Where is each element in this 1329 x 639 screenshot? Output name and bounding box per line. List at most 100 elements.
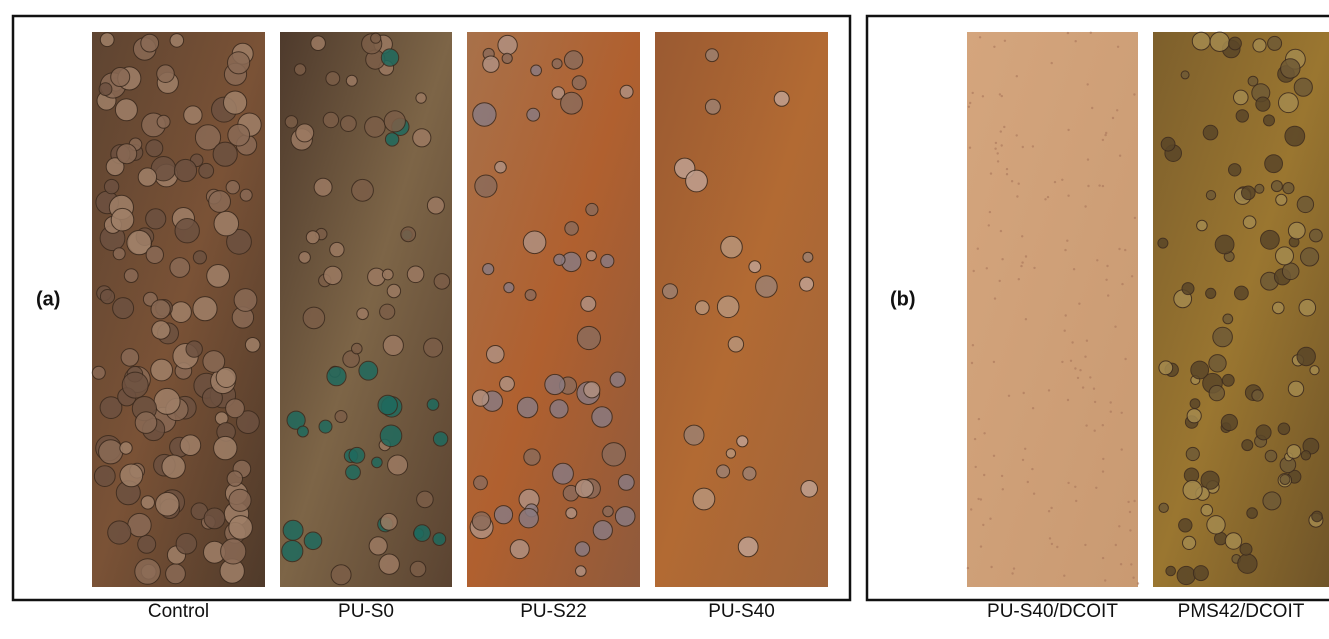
fouling-organism: [663, 284, 678, 299]
fouling-organism: [1263, 492, 1281, 510]
fouling-organism: [193, 297, 217, 321]
surface-speck: [1024, 448, 1026, 450]
surface-speck: [983, 474, 985, 476]
fouling-organism: [414, 525, 431, 542]
fouling-organism: [498, 35, 517, 54]
fouling-organism: [92, 366, 105, 379]
fouling-organism: [108, 521, 131, 544]
fouling-organism: [122, 372, 148, 398]
fouling-organism: [357, 308, 369, 320]
fouling-organism: [553, 463, 574, 484]
fouling-organism: [1186, 447, 1199, 460]
sample-label: PU-S40/DCOIT: [987, 601, 1118, 622]
fouling-organism: [346, 465, 361, 480]
surface-speck: [1121, 283, 1123, 285]
surface-speck: [980, 545, 982, 547]
surface-speck: [1025, 255, 1027, 257]
fouling-organism: [100, 33, 114, 47]
surface-speck: [982, 524, 984, 526]
fouling-organism: [99, 83, 112, 96]
fouling-organism: [416, 93, 426, 103]
fouling-organism: [1297, 196, 1313, 212]
fouling-organism: [1206, 191, 1215, 200]
surface-speck: [1032, 407, 1034, 409]
surface-speck: [1106, 265, 1108, 267]
fouling-organism: [1193, 566, 1208, 581]
fouling-organism: [561, 92, 583, 114]
surface-speck: [1084, 356, 1086, 358]
fouling-organism: [618, 475, 634, 491]
surface-speck: [1121, 412, 1123, 414]
surface-speck: [1129, 511, 1131, 513]
fouling-organism: [184, 106, 202, 124]
surface-speck: [979, 36, 981, 38]
fouling-organism: [138, 168, 156, 186]
surface-speck: [1018, 278, 1020, 280]
surface-speck: [1132, 577, 1134, 579]
fouling-organism: [1301, 451, 1310, 460]
fouling-organism: [115, 99, 137, 121]
fouling-organism: [527, 108, 540, 121]
surface-speck: [1090, 32, 1092, 34]
fouling-organism: [427, 197, 444, 214]
surface-speck: [1084, 205, 1086, 207]
surface-speck: [973, 270, 975, 272]
fouling-organism: [120, 464, 143, 487]
fouling-organism: [584, 382, 600, 398]
photos: [92, 32, 1329, 587]
surface-speck: [1124, 358, 1126, 360]
surface-speck: [1094, 430, 1096, 432]
surface-speck: [1121, 448, 1123, 450]
fouling-organism: [121, 349, 139, 367]
surface-speck: [1023, 392, 1025, 394]
surface-speck: [1066, 240, 1068, 242]
surface-speck: [1022, 146, 1024, 148]
fouling-organism: [213, 142, 237, 166]
fouling-organism: [531, 65, 542, 76]
fouling-organism: [525, 290, 536, 301]
fouling-organism: [1247, 508, 1258, 519]
fouling-organism: [610, 372, 625, 387]
surface-speck: [1107, 294, 1109, 296]
fouling-organism: [324, 266, 342, 284]
fouling-organism: [199, 163, 214, 178]
surface-speck: [1063, 575, 1065, 577]
fouling-organism: [381, 49, 398, 66]
fouling-organism: [120, 442, 132, 454]
surface-speck: [999, 93, 1001, 95]
fouling-organism: [294, 64, 305, 75]
fouling-organism: [156, 492, 180, 516]
surface-speck: [1087, 185, 1089, 187]
photo-surface: [967, 32, 1138, 587]
surface-speck: [1074, 367, 1076, 369]
fouling-organism: [171, 302, 192, 323]
surface-speck: [1021, 261, 1023, 263]
surface-speck: [1133, 93, 1135, 95]
fouling-organism: [576, 566, 587, 577]
sample-label: Control: [148, 601, 209, 622]
fouling-organism: [801, 481, 818, 498]
fouling-organism: [1288, 222, 1305, 239]
surface-speck: [1021, 235, 1023, 237]
fouling-organism: [686, 170, 708, 192]
fouling-organism: [1235, 286, 1249, 300]
fouling-organism: [1248, 76, 1258, 86]
surface-speck: [994, 297, 996, 299]
fouling-organism: [427, 399, 439, 411]
surface-speck: [1050, 507, 1052, 509]
fouling-organism: [384, 111, 405, 132]
fouling-organism: [186, 341, 202, 357]
fouling-organism: [193, 251, 206, 264]
fouling-organism: [1310, 229, 1323, 242]
surface-speck: [1013, 567, 1015, 569]
fouling-organism: [331, 565, 351, 585]
surface-speck: [1070, 360, 1072, 362]
surface-speck: [1105, 132, 1107, 134]
fouling-organism: [510, 540, 529, 559]
surface-speck: [974, 438, 976, 440]
surface-speck: [975, 466, 977, 468]
sample-label: PU-S22: [520, 601, 587, 622]
fouling-organism: [162, 455, 185, 478]
fouling-organism: [1297, 347, 1315, 365]
fouling-organism: [1301, 248, 1319, 266]
